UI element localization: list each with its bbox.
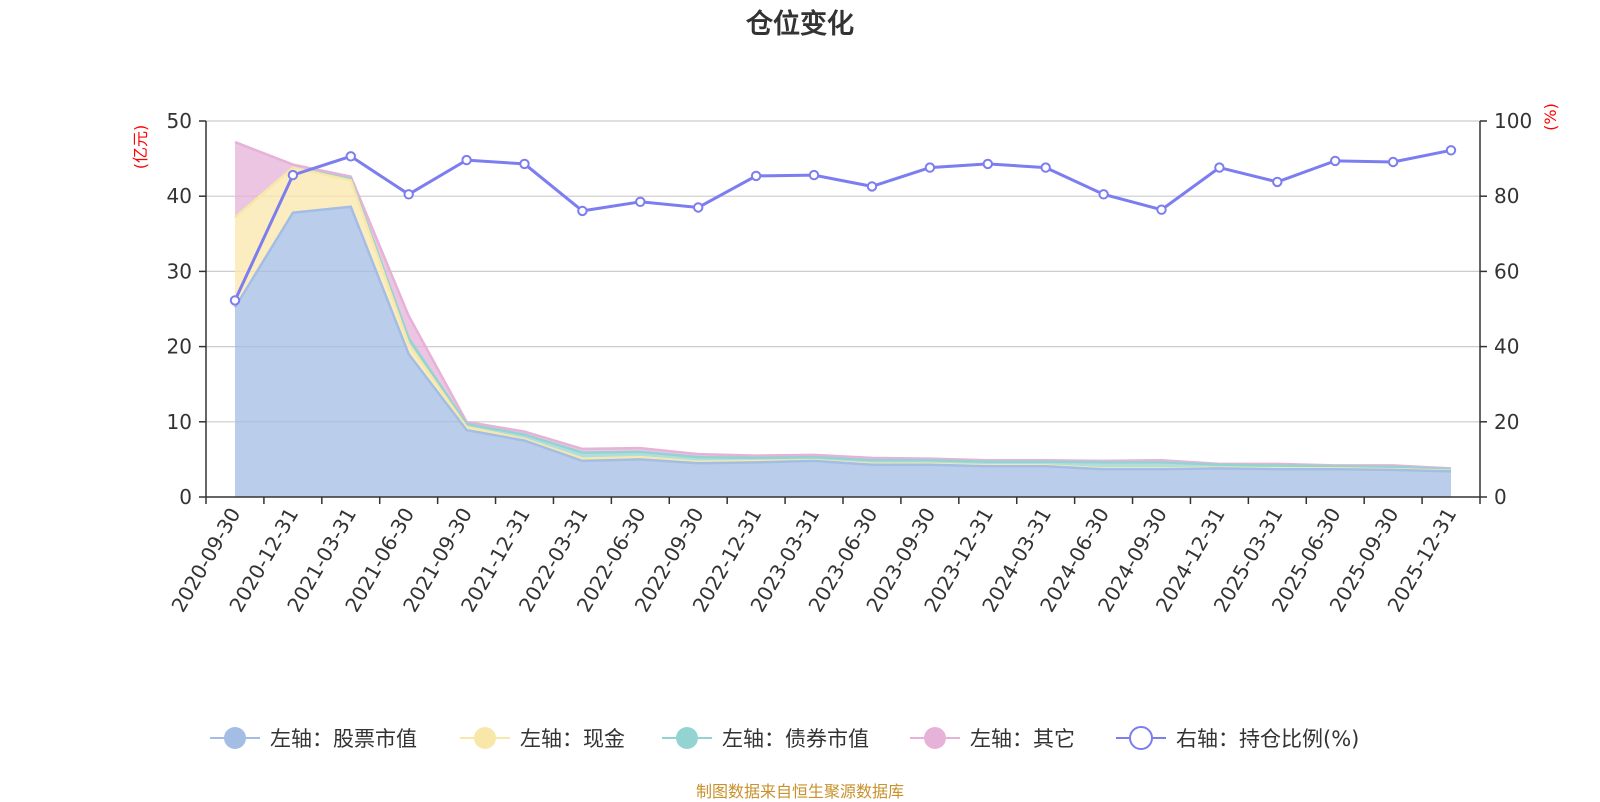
data-point	[345, 151, 356, 162]
data-point	[461, 154, 472, 166]
right-tick-label: 60	[1494, 259, 1519, 283]
data-point	[982, 158, 993, 170]
right-tick-label: 100	[1494, 109, 1532, 133]
legend-item[interactable]: 左轴：其它	[910, 727, 1075, 751]
legend[interactable]: 左轴：股票市值 左轴：现金 左轴：债券市值 左轴：其它 右轴：持仓比例(%)	[210, 726, 1359, 751]
legend-item[interactable]: 右轴：持仓比例(%)	[1116, 726, 1359, 751]
line-layer	[229, 145, 1457, 306]
legend-item[interactable]: 左轴：股票市值	[210, 727, 417, 751]
area-layer	[233, 140, 1452, 497]
legend-label: 右轴：持仓比例(%)	[1176, 727, 1359, 751]
data-point	[866, 181, 878, 192]
data-point	[1387, 156, 1399, 168]
data-point	[1272, 176, 1283, 188]
legend-marker-icon	[474, 727, 496, 749]
right-tick-label: 80	[1494, 184, 1519, 208]
legend-item[interactable]: 左轴：债券市值	[662, 727, 869, 751]
right-tick-label: 20	[1494, 410, 1519, 434]
data-point	[287, 169, 299, 181]
left-tick-label: 10	[167, 410, 192, 434]
data-point	[1214, 162, 1225, 173]
right-tick-label: 0	[1494, 485, 1507, 509]
data-point	[519, 158, 530, 170]
left-axis-unit: (亿元)	[131, 125, 150, 170]
left-tick-label: 20	[167, 335, 192, 359]
area-edge	[234, 166, 1452, 471]
chart-title: 仓位变化	[746, 9, 854, 40]
legend-label: 左轴：现金	[520, 727, 625, 751]
data-point	[750, 170, 762, 182]
data-point	[1156, 204, 1167, 215]
area-左轴股票市值	[235, 206, 1451, 497]
left-tick-label: 50	[167, 109, 192, 133]
data-point	[403, 189, 414, 200]
data-point	[1330, 155, 1341, 167]
data-point	[808, 169, 820, 181]
source-note: 制图数据来自恒生聚源数据库	[695, 782, 904, 801]
data-point	[693, 202, 704, 213]
legend-label: 左轴：其它	[970, 727, 1075, 751]
left-tick-label: 30	[167, 259, 192, 283]
left-tick-label: 0	[179, 485, 192, 509]
legend-marker-icon	[924, 727, 946, 749]
legend-marker-icon	[676, 727, 698, 749]
data-point	[1040, 162, 1051, 173]
area-edge	[233, 205, 1452, 473]
series-line-holding-ratio	[233, 148, 1452, 302]
legend-label: 左轴：股票市值	[270, 727, 417, 751]
data-point	[635, 196, 646, 208]
legend-marker-icon	[1129, 726, 1153, 750]
data-point	[924, 162, 936, 173]
data-point	[1445, 145, 1457, 156]
legend-item[interactable]: 左轴：现金	[460, 727, 625, 751]
data-point	[229, 295, 241, 306]
left-tick-label: 40	[167, 184, 192, 208]
right-tick-label: 40	[1494, 335, 1519, 359]
data-point	[577, 205, 588, 217]
data-point	[1098, 189, 1109, 200]
legend-label: 左轴：债券市值	[722, 727, 869, 751]
legend-marker-icon	[224, 727, 246, 749]
right-axis-unit: (%)	[1541, 103, 1560, 131]
